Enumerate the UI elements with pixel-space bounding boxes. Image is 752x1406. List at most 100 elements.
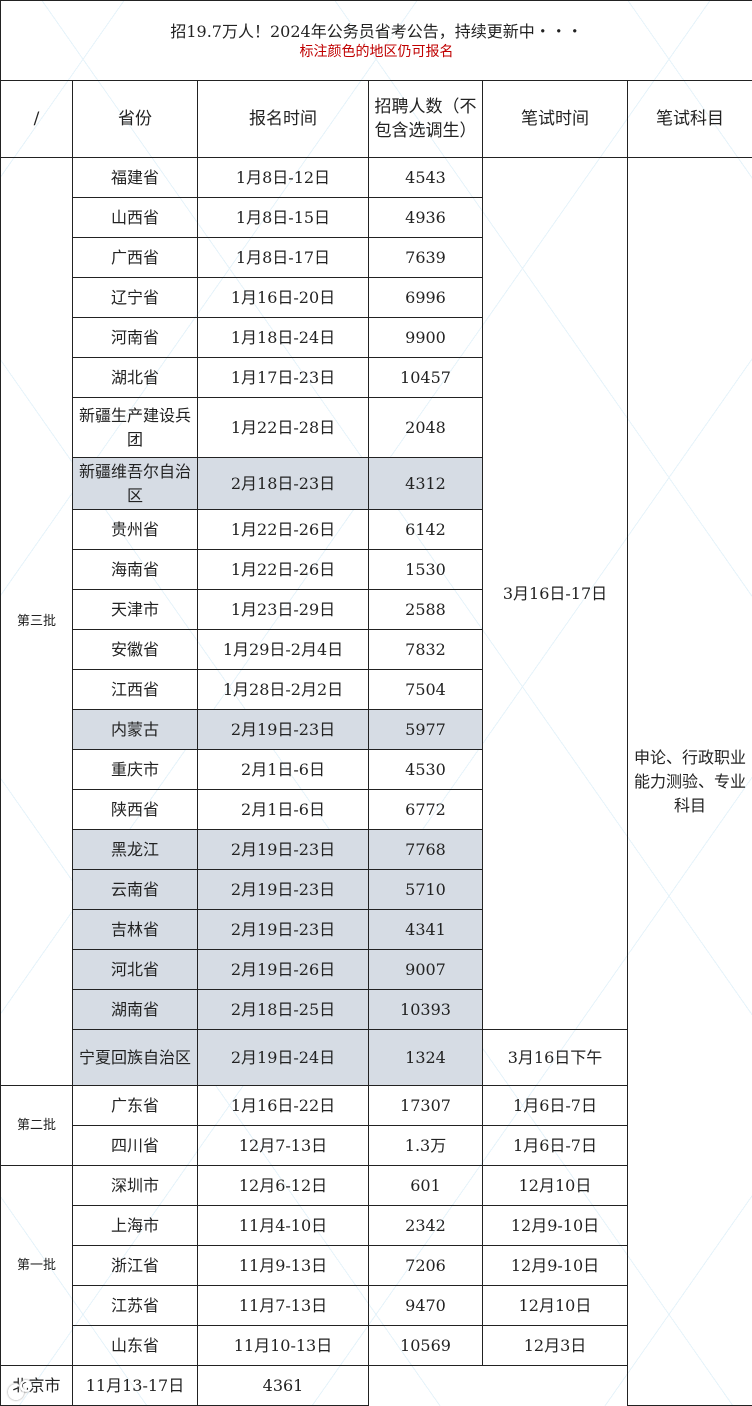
table-row: 陕西省 2月1日-6日 6772 (1, 789, 752, 830)
province-cell: 广西省 (72, 237, 198, 278)
province-cell: 河南省 (72, 317, 198, 358)
table-row: 浙江省 11月9-13日 7206 12月9-10日 (1, 1245, 752, 1286)
recruit-count-cell: 4543 (368, 157, 483, 198)
table-row: 广西省 1月8日-17日 7639 (1, 237, 752, 278)
table-row: 山西省 1月8日-15日 4936 (1, 197, 752, 238)
exam-subject-cell: 申论、行政职业能力测验、专业科目 (626, 157, 752, 1406)
recruit-count-cell: 1530 (368, 549, 483, 590)
province-cell: 陕西省 (72, 789, 198, 830)
signup-time-cell: 11月9-13日 (197, 1245, 369, 1286)
signup-time-cell: 12月7-13日 (197, 1125, 369, 1166)
table-row: 山东省 11月10-13日 10569 12月3日 (1, 1325, 752, 1366)
exam-time-cell: 12月9-10日 (482, 1245, 628, 1286)
signup-time-cell: 12月6-12日 (197, 1165, 369, 1206)
recruit-count-cell: 7639 (368, 237, 483, 278)
province-cell: 湖北省 (72, 357, 198, 398)
province-cell: 山东省 (72, 1325, 198, 1366)
table-row: 湖南省 2月18日-25日 10393 (1, 989, 752, 1030)
exam-time-cell: 12月3日 (482, 1325, 628, 1366)
recruit-count-cell: 6142 (368, 509, 483, 550)
signup-time-cell: 2月1日-6日 (197, 789, 369, 830)
table-subtitle: 标注颜色的地区仍可报名 (299, 43, 454, 60)
province-cell: 天津市 (72, 589, 198, 630)
table-row: 第二批 广东省 1月16日-22日 17307 1月6日-7日 (0, 1085, 752, 1166)
table-title: 招19.7万人！2024年公务员省考公告，持续更新中・・・ (170, 21, 583, 41)
exam-time-cell: 12月10日 (482, 1285, 628, 1326)
table-row: 辽宁省 1月16日-20日 6996 (1, 277, 752, 318)
province-cell: 深圳市 (72, 1165, 198, 1206)
exam-time-cell: 12月10日 (482, 1165, 628, 1206)
recruit-count-cell: 1.3万 (368, 1125, 483, 1166)
table-row: 第一批 深圳市 12月6-12日 601 12月10日 (0, 1165, 752, 1366)
province-cell: 宁夏回族自治区 (72, 1029, 198, 1086)
table-row: 新疆生产建设兵团 1月22日-28日 2048 (1, 397, 752, 458)
signup-time-cell: 1月22日-28日 (197, 397, 369, 458)
signup-time-cell: 1月28日-2月2日 (197, 669, 369, 710)
province-cell: 山西省 (72, 197, 198, 238)
exam-time-cell: 3月16日下午 (482, 1029, 628, 1086)
header-batch: / (0, 80, 73, 158)
recruit-count-cell: 5977 (368, 709, 483, 750)
province-cell: 北京市 (0, 1365, 73, 1406)
table-row: 湖北省 1月17日-23日 10457 (1, 357, 752, 398)
signup-time-cell: 2月19日-23日 (197, 909, 369, 950)
table-row: 江西省 1月28日-2月2日 7504 (1, 669, 752, 710)
recruit-count-cell: 4361 (197, 1365, 369, 1406)
signup-time-cell: 2月19日-24日 (197, 1029, 369, 1086)
table-row: 新疆维吾尔自治区 2月18日-23日 4312 (1, 457, 752, 510)
recruit-count-cell: 9470 (368, 1285, 483, 1326)
signup-time-cell: 1月16日-22日 (197, 1085, 369, 1126)
table-row: 海南省 1月22日-26日 1530 (1, 549, 752, 590)
signup-time-cell: 2月18日-25日 (197, 989, 369, 1030)
province-cell: 江西省 (72, 669, 198, 710)
signup-time-cell: 2月19日-26日 (197, 949, 369, 990)
exam-time-cell: 12月9-10日 (482, 1205, 628, 1246)
recruit-count-cell: 9900 (368, 317, 483, 358)
recruit-count-cell: 6772 (368, 789, 483, 830)
signup-time-cell: 2月1日-6日 (197, 749, 369, 790)
exam-time-cell: 3月16日-17日 (482, 157, 628, 1030)
signup-time-cell: 11月10-13日 (197, 1325, 369, 1366)
header-row: / 省份 报名时间 招聘人数（不包含选调生） 笔试时间 笔试科目 (0, 80, 752, 158)
table-row: 四川省 12月7-13日 1.3万 1月6日-7日 (1, 1125, 752, 1166)
signup-time-cell: 1月8日-17日 (197, 237, 369, 278)
signup-time-cell: 11月7-13日 (197, 1285, 369, 1326)
province-cell: 贵州省 (72, 509, 198, 550)
province-cell: 重庆市 (72, 749, 198, 790)
signup-time-cell: 11月13-17日 (72, 1365, 198, 1406)
table-row: 云南省 2月19日-23日 5710 (1, 869, 752, 910)
table-row: 黑龙江 2月19日-23日 7768 (1, 829, 752, 870)
recruit-count-cell: 7768 (368, 829, 483, 870)
signup-time-cell: 1月16日-20日 (197, 277, 369, 318)
province-cell: 新疆生产建设兵团 (72, 397, 198, 458)
header-signup-time: 报名时间 (197, 80, 369, 158)
table-row: 宁夏回族自治区 2月19日-24日 1324 3月16日下午 (1, 1029, 752, 1086)
province-cell: 吉林省 (72, 909, 198, 950)
table-row: 河南省 1月18日-24日 9900 (1, 317, 752, 358)
province-cell: 海南省 (72, 549, 198, 590)
recruit-count-cell: 17307 (368, 1085, 483, 1126)
province-cell: 内蒙古 (72, 709, 198, 750)
province-cell: 黑龙江 (72, 829, 198, 870)
table-row: 上海市 11月4-10日 2342 12月9-10日 (1, 1205, 752, 1246)
recruit-count-cell: 4530 (368, 749, 483, 790)
province-cell: 安徽省 (72, 629, 198, 670)
exam-time-cell: 1月6日-7日 (482, 1085, 628, 1126)
province-cell: 福建省 (72, 157, 198, 198)
signup-time-cell: 2月19日-23日 (197, 709, 369, 750)
province-cell: 河北省 (72, 949, 198, 990)
header-exam-subject: 笔试科目 (626, 80, 752, 158)
title-cell: 招19.7万人！2024年公务员省考公告，持续更新中・・・ 标注颜色的地区仍可报… (0, 0, 752, 81)
recruit-count-cell: 2342 (368, 1205, 483, 1246)
signup-time-cell: 1月8日-15日 (197, 197, 369, 238)
signup-time-cell: 2月18日-23日 (197, 457, 369, 510)
province-cell: 新疆维吾尔自治区 (72, 457, 198, 510)
recruit-count-cell: 10569 (368, 1325, 483, 1366)
table-row: 天津市 1月23日-29日 2588 (1, 589, 752, 630)
recruit-count-cell: 4936 (368, 197, 483, 238)
recruit-count-cell: 7206 (368, 1245, 483, 1286)
recruit-count-cell: 6996 (368, 277, 483, 318)
recruit-count-cell: 5710 (368, 869, 483, 910)
province-cell: 四川省 (72, 1125, 198, 1166)
